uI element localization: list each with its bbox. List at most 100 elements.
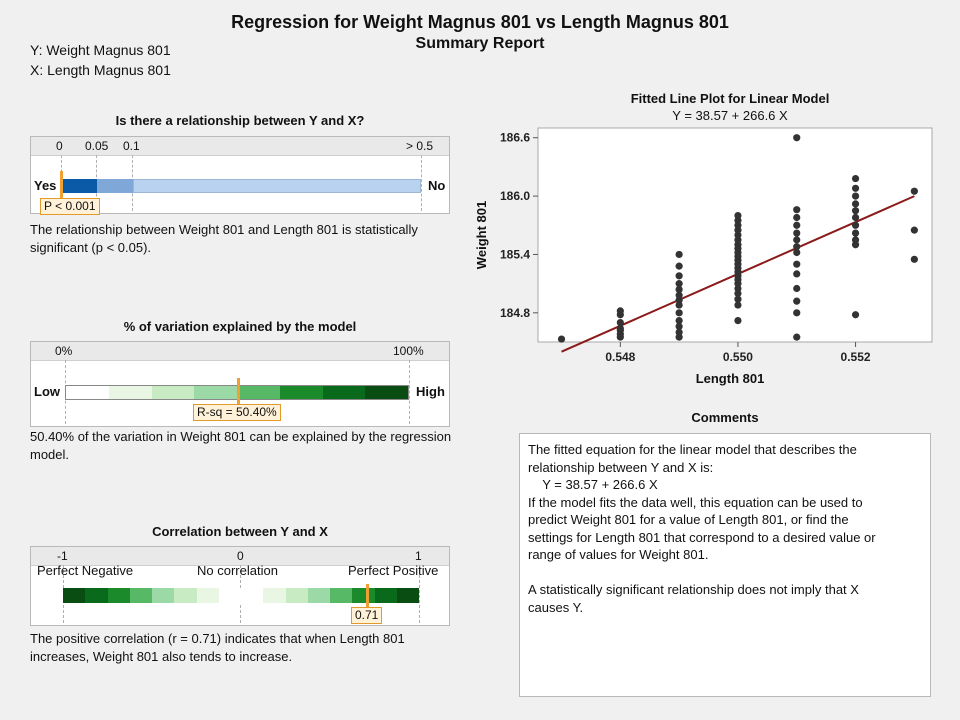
x-tick-label: 0.550 — [723, 350, 753, 364]
y-axis-label: Weight 801 — [474, 201, 489, 269]
relationship-title: Is there a relationship between Y and X? — [115, 113, 365, 128]
variation-description: 50.40% of the variation in Weight 801 ca… — [30, 429, 452, 462]
scatter-point — [793, 134, 801, 142]
scatter-point — [851, 207, 860, 215]
y-tick-label: 185.4 — [500, 247, 530, 261]
scatter-point — [910, 187, 918, 195]
variation-bar-segment — [66, 386, 109, 399]
correlation-label-negative: Perfect Negative — [37, 563, 134, 578]
relationship-tick-0-05: 0.05 — [85, 139, 109, 153]
relationship-gridline — [421, 155, 422, 211]
comment-line: range of values for Weight 801. — [528, 547, 709, 562]
correlation-label-none: No correlation — [197, 563, 278, 578]
y-tick-label: 186.0 — [500, 189, 530, 203]
correlation-bar-segment — [241, 588, 264, 603]
relationship-description: The relationship between Weight 801 and … — [30, 222, 418, 255]
scatter-point — [793, 213, 801, 222]
comments-title: Comments — [691, 410, 759, 425]
r-sq-callout: R-sq = 50.40% — [193, 404, 281, 421]
scatter-point — [734, 295, 742, 303]
scatter-point — [793, 284, 801, 293]
scatter-point — [851, 192, 860, 200]
p-value-callout: P < 0.001 — [40, 198, 100, 215]
correlation-gridline — [419, 565, 420, 623]
scatter-point — [616, 307, 624, 315]
scatter-point — [793, 260, 801, 268]
scatter-point — [734, 301, 742, 309]
scatter-point — [675, 285, 683, 294]
variation-bar-segment — [151, 386, 195, 399]
relationship-bar-segment — [97, 179, 133, 193]
x-tick-label: 0.552 — [841, 350, 871, 364]
comment-line: The fitted equation for the linear model… — [528, 442, 857, 457]
correlation-bar-segment — [129, 588, 152, 603]
scatter-point — [675, 328, 683, 336]
correlation-bar-segment — [285, 588, 308, 603]
variation-low-label: Low — [34, 384, 60, 399]
scatter-point — [793, 333, 801, 341]
variation-title: % of variation explained by the model — [123, 319, 357, 334]
scatter-point — [793, 206, 801, 214]
scatter-point — [851, 184, 860, 192]
scatter-point — [675, 262, 683, 270]
correlation-bar-segment — [107, 588, 130, 603]
correlation-marker — [366, 584, 369, 608]
scatter-point — [675, 272, 683, 280]
variation-tick-100: 100% — [393, 344, 424, 358]
scatter-point — [851, 236, 860, 244]
comment-line: Y = 38.57 + 266.6 X — [528, 477, 658, 492]
correlation-bar-segment — [307, 588, 330, 603]
correlation-bar-segment — [174, 588, 197, 603]
scatter-point — [557, 335, 566, 343]
comment-line: If the model fits the data well, this eq… — [528, 494, 863, 510]
scatter-point — [851, 221, 860, 229]
correlation-tick-0: 0 — [237, 549, 244, 563]
correlation-label-positive: Perfect Positive — [348, 563, 439, 578]
relationship-tick-0-1: 0.1 — [123, 139, 140, 153]
x-variable-label: X: Length Magnus 801 — [30, 62, 171, 78]
scatter-point — [675, 322, 683, 331]
variation-high-label: High — [416, 384, 445, 399]
scatter-point — [675, 280, 683, 288]
scatter-point — [734, 317, 742, 325]
correlation-bar-segment — [63, 588, 86, 603]
correlation-tick-1: 1 — [415, 549, 422, 563]
comments-text: The fitted equation for the linear model… — [520, 434, 930, 623]
correlation-bar-segment — [85, 588, 108, 603]
fitted-line-plot: 184.8 185.4 186.0 186.6 0.548 0.550 0.552 Len… — [474, 127, 933, 386]
comment-line: settings for Length 801 that correspond … — [528, 529, 876, 545]
scatter-point — [675, 317, 683, 325]
correlation-bar-segment — [152, 588, 175, 603]
scatter-point — [616, 324, 624, 332]
scatter-point — [793, 248, 801, 257]
scatter-point — [734, 211, 742, 220]
correlation-bar-segment — [330, 588, 353, 603]
variation-bar-segment — [108, 386, 152, 399]
y-variable-label: Y: Weight Magnus 801 — [30, 42, 171, 58]
correlation-bar-segment — [263, 588, 286, 603]
variation-tick-0: 0% — [55, 344, 73, 358]
correlation-title: Correlation between Y and X — [152, 524, 328, 539]
correlation-bar-segment — [196, 588, 219, 603]
variation-bar-segment — [237, 386, 280, 399]
report-subtitle: Summary Report — [415, 35, 545, 52]
p-value-marker — [60, 171, 63, 199]
scatter-point — [793, 229, 801, 237]
comment-line: A statistically significant relationship… — [528, 582, 859, 597]
correlation-callout: 0.71 — [351, 607, 383, 624]
relationship-no-label: No — [428, 178, 446, 193]
variation-scale-header — [31, 342, 449, 361]
scatter-point — [851, 213, 860, 222]
comments-box: The fitted equation for the linear model… — [519, 433, 931, 697]
variation-panel: 0% 100% Low High R-sq = 50.40% — [30, 341, 450, 427]
scatter-point — [910, 226, 918, 234]
correlation-bar-segment — [218, 588, 241, 603]
correlation-bar-segment — [374, 588, 397, 603]
variation-bar-segment — [279, 386, 323, 399]
y-tick-label: 186.6 — [500, 131, 530, 145]
relationship-tick-0-5: > 0.5 — [406, 139, 434, 153]
scatter-point — [793, 243, 801, 251]
variation-bar-segment — [194, 386, 237, 399]
x-tick-label: 0.548 — [605, 350, 635, 364]
x-axis-label: Length 801 — [696, 371, 765, 386]
